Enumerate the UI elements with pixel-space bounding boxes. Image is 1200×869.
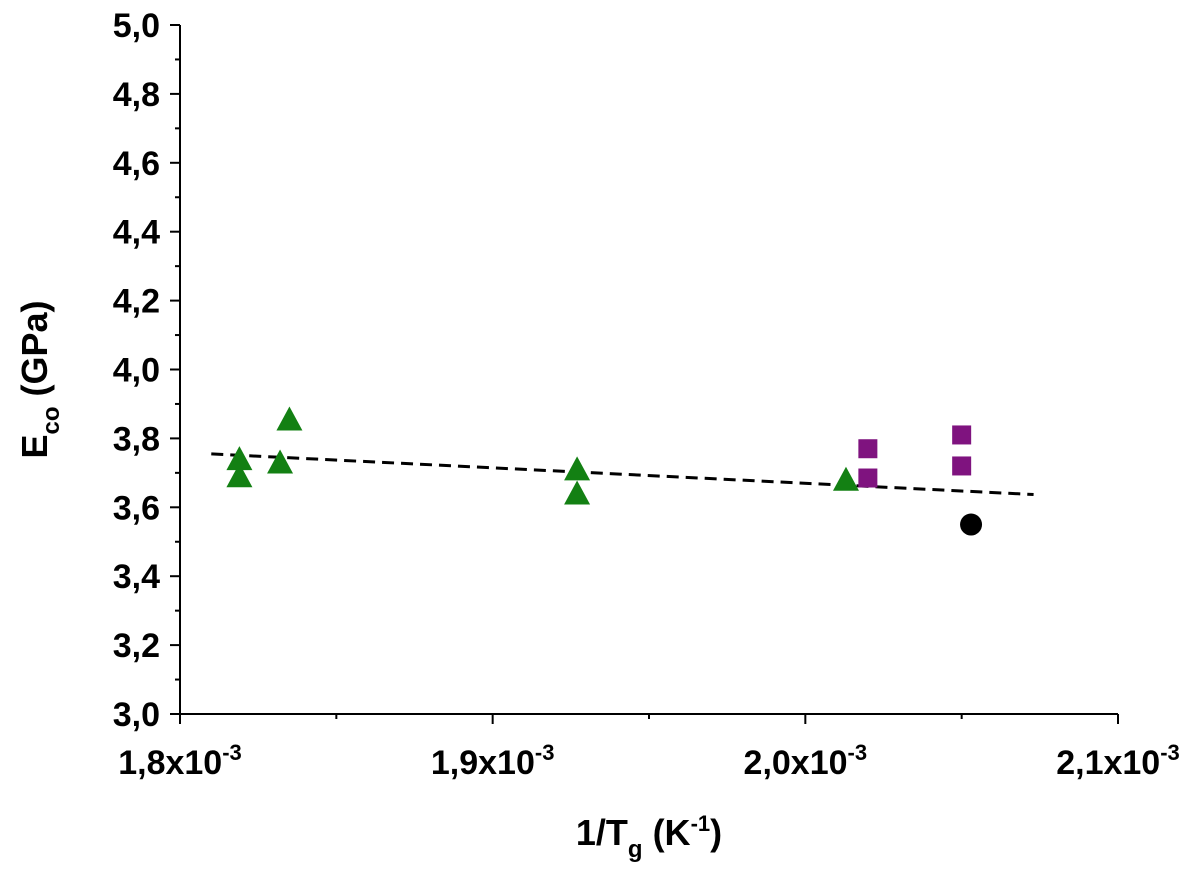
- fit-line-group: [211, 452, 1034, 497]
- y-tick-label: 3,8: [113, 420, 160, 458]
- y-tick-label: 4,6: [113, 145, 160, 183]
- y-tick-label: 4,2: [113, 283, 160, 321]
- triangle-point: [564, 456, 591, 481]
- y-tick-label: 4,4: [113, 214, 160, 252]
- axis-titles: 1/Tg (K-1) Eco (GPa): [14, 300, 722, 863]
- square-point: [952, 456, 972, 476]
- axes: [179, 25, 1118, 715]
- x-axis-title: 1/Tg (K-1): [576, 811, 722, 863]
- triangle-point: [564, 480, 591, 505]
- fit-line: [211, 452, 1034, 497]
- triangle-point: [226, 446, 253, 471]
- triangle-point: [267, 449, 294, 474]
- triangle-point: [832, 466, 859, 491]
- triangle-point: [226, 463, 253, 488]
- y-tick-label: 3,2: [113, 627, 160, 665]
- y-tick-label: 5,0: [113, 7, 160, 45]
- y-tick-label: 3,4: [113, 558, 160, 596]
- y-tick-label: 3,0: [113, 696, 160, 734]
- y-tick-label: 4,0: [113, 352, 160, 390]
- x-tick-label: 1,8x10-3: [118, 740, 242, 782]
- x-tick-label: 2,0x10-3: [744, 740, 868, 782]
- x-tick-label: 2,1x10-3: [1056, 740, 1180, 782]
- y-tick-label: 4,8: [113, 76, 160, 114]
- tick-labels: 3,0 3,2 3,4 3,6 3,8 4,0 4,2 4,4 4,6 4,8 5,0 1,8x10-…: [113, 7, 1180, 782]
- ticks: [170, 24, 1119, 724]
- square-point: [952, 425, 972, 445]
- triangle-point: [276, 406, 303, 431]
- y-axis-title: Eco (GPa): [14, 300, 65, 458]
- square-point: [858, 468, 878, 488]
- data-points: [226, 406, 983, 536]
- y-tick-label: 3,6: [113, 489, 160, 527]
- x-tick-label: 1,9x10-3: [431, 740, 555, 782]
- circle-point: [960, 513, 983, 536]
- square-point: [858, 439, 878, 459]
